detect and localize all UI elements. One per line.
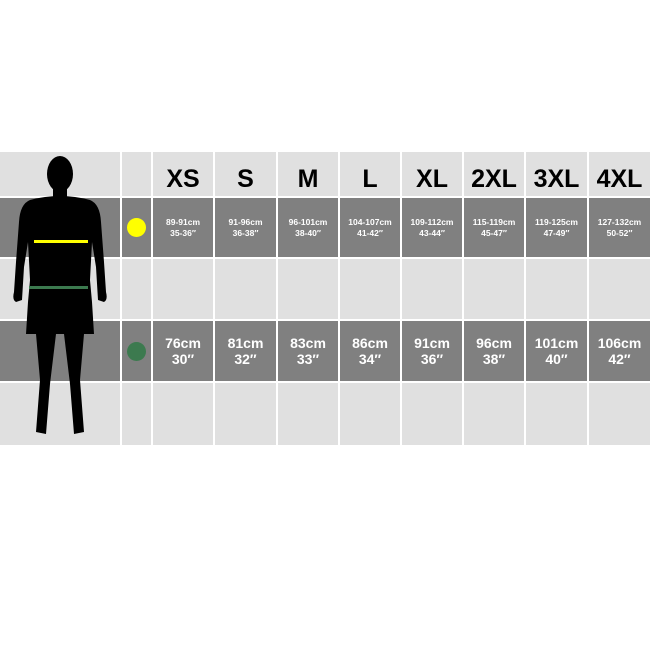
waist-measurement: 81cm 32″ bbox=[215, 321, 276, 381]
size-label: L bbox=[362, 164, 378, 193]
size-label: S bbox=[237, 164, 254, 193]
cell bbox=[464, 259, 524, 319]
cell bbox=[122, 383, 151, 445]
size-label: 4XL bbox=[596, 164, 643, 193]
waist-cm: 96cm bbox=[476, 335, 512, 351]
waist-cm: 101cm bbox=[534, 335, 579, 351]
waist-cm: 81cm bbox=[227, 335, 264, 351]
cell bbox=[340, 259, 400, 319]
chest-cm: 91-96cm bbox=[228, 216, 263, 227]
chest-in: 41-42″ bbox=[357, 227, 383, 238]
size-header: 3XL bbox=[526, 152, 587, 196]
chest-cm: 109-112cm bbox=[410, 216, 454, 227]
waist-measurement: 91cm 36″ bbox=[402, 321, 462, 381]
cell bbox=[122, 152, 151, 196]
body-silhouette-icon bbox=[13, 156, 107, 434]
waist-measurement: 83cm 33″ bbox=[278, 321, 338, 381]
chest-in: 47-49″ bbox=[543, 227, 570, 238]
waist-in: 40″ bbox=[545, 351, 568, 367]
chest-measurement: 96-101cm 38-40″ bbox=[278, 198, 338, 257]
cell bbox=[278, 383, 338, 445]
cell bbox=[526, 259, 587, 319]
chest-in: 36-38″ bbox=[232, 227, 259, 238]
waist-cm: 76cm bbox=[165, 335, 201, 351]
cell bbox=[340, 383, 400, 445]
size-header: L bbox=[340, 152, 400, 196]
chest-cm: 119-125cm bbox=[534, 216, 578, 227]
waist-in: 34″ bbox=[358, 351, 382, 367]
chest-in: 50-52″ bbox=[606, 227, 633, 238]
cell bbox=[153, 383, 213, 445]
cell bbox=[153, 259, 213, 319]
chest-cm: 127-132cm bbox=[597, 216, 642, 227]
size-header: 2XL bbox=[464, 152, 524, 196]
waist-in: 30″ bbox=[171, 351, 195, 367]
chest-in: 43-44″ bbox=[419, 227, 445, 238]
cell bbox=[122, 321, 151, 381]
chest-line bbox=[34, 240, 88, 243]
cell bbox=[464, 383, 524, 445]
size-header: M bbox=[278, 152, 338, 196]
cell bbox=[589, 259, 650, 319]
size-label: 2XL bbox=[471, 164, 517, 193]
waist-cm: 91cm bbox=[414, 335, 450, 351]
waist-measurement: 76cm 30″ bbox=[153, 321, 213, 381]
chest-cm: 115-119cm bbox=[472, 216, 516, 227]
size-header: 4XL bbox=[589, 152, 650, 196]
size-header: S bbox=[215, 152, 276, 196]
chest-measurement: 127-132cm 50-52″ bbox=[589, 198, 650, 257]
cell bbox=[215, 259, 276, 319]
size-label: XS bbox=[166, 164, 200, 193]
cell bbox=[589, 383, 650, 445]
chest-measurement: 104-107cm 41-42″ bbox=[340, 198, 400, 257]
cell bbox=[122, 198, 151, 257]
waist-in: 36″ bbox=[420, 351, 444, 367]
waist-measurement: 101cm 40″ bbox=[526, 321, 587, 381]
waist-measurement: 86cm 34″ bbox=[340, 321, 400, 381]
size-label: M bbox=[297, 164, 319, 193]
cell bbox=[526, 383, 587, 445]
waist-cm: 106cm bbox=[597, 335, 642, 351]
chest-in: 45-47″ bbox=[481, 227, 507, 238]
cell bbox=[402, 383, 462, 445]
waist-in: 33″ bbox=[296, 351, 320, 367]
cell bbox=[278, 259, 338, 319]
waist-cm: 83cm bbox=[290, 335, 326, 351]
cell bbox=[0, 383, 120, 445]
chest-measurement: 119-125cm 47-49″ bbox=[526, 198, 587, 257]
waist-marker-icon bbox=[127, 341, 146, 361]
waist-in: 38″ bbox=[482, 351, 506, 367]
waist-measurement: 96cm 38″ bbox=[464, 321, 524, 381]
size-header: XL bbox=[402, 152, 462, 196]
cell bbox=[215, 383, 276, 445]
waist-measurement: 106cm 42″ bbox=[589, 321, 650, 381]
waist-in: 42″ bbox=[608, 351, 631, 367]
chest-cm: 89-91cm bbox=[165, 216, 201, 227]
waist-in: 32″ bbox=[234, 351, 257, 367]
size-label: 3XL bbox=[533, 164, 580, 193]
chest-measurement: 89-91cm 35-36″ bbox=[153, 198, 213, 257]
chest-measurement: 91-96cm 36-38″ bbox=[215, 198, 276, 257]
size-header: XS bbox=[153, 152, 213, 196]
waist-cm: 86cm bbox=[352, 335, 388, 351]
chest-cm: 104-107cm bbox=[348, 216, 392, 227]
cell bbox=[122, 259, 151, 319]
chest-marker-icon bbox=[127, 218, 146, 237]
chest-in: 38-40″ bbox=[295, 227, 321, 238]
cell bbox=[402, 259, 462, 319]
chest-measurement: 115-119cm 45-47″ bbox=[464, 198, 524, 257]
chest-in: 35-36″ bbox=[170, 227, 196, 238]
size-label: XL bbox=[416, 164, 448, 193]
waist-line bbox=[29, 286, 88, 289]
chest-measurement: 109-112cm 43-44″ bbox=[402, 198, 462, 257]
chest-cm: 96-101cm bbox=[288, 216, 328, 227]
